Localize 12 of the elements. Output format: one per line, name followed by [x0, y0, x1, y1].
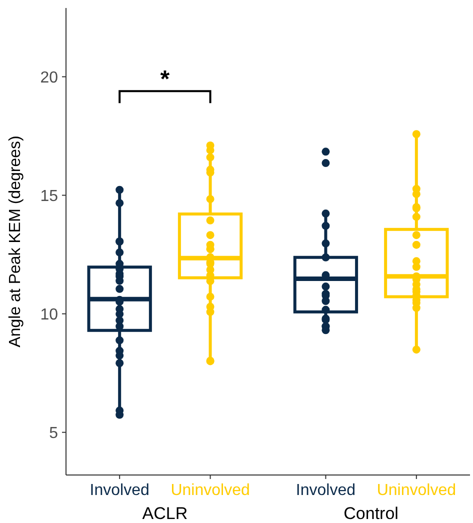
- y-tick-label: 5: [49, 424, 58, 442]
- text: Involved: [90, 482, 150, 499]
- text: Uninvolved: [170, 482, 250, 499]
- text: Uninvolved: [376, 482, 456, 499]
- text: Involved: [296, 482, 356, 499]
- y-tick-label: 20: [40, 69, 58, 86]
- y-axis-title: Angle at Peak KEM (degrees): [7, 136, 24, 348]
- x-tick-label: Control: [344, 504, 398, 523]
- y-tick-label: 10: [40, 306, 58, 324]
- annotation: *: [160, 66, 170, 94]
- y-tick-label: 15: [40, 188, 58, 205]
- x-tick-label: ACLR: [142, 504, 188, 523]
